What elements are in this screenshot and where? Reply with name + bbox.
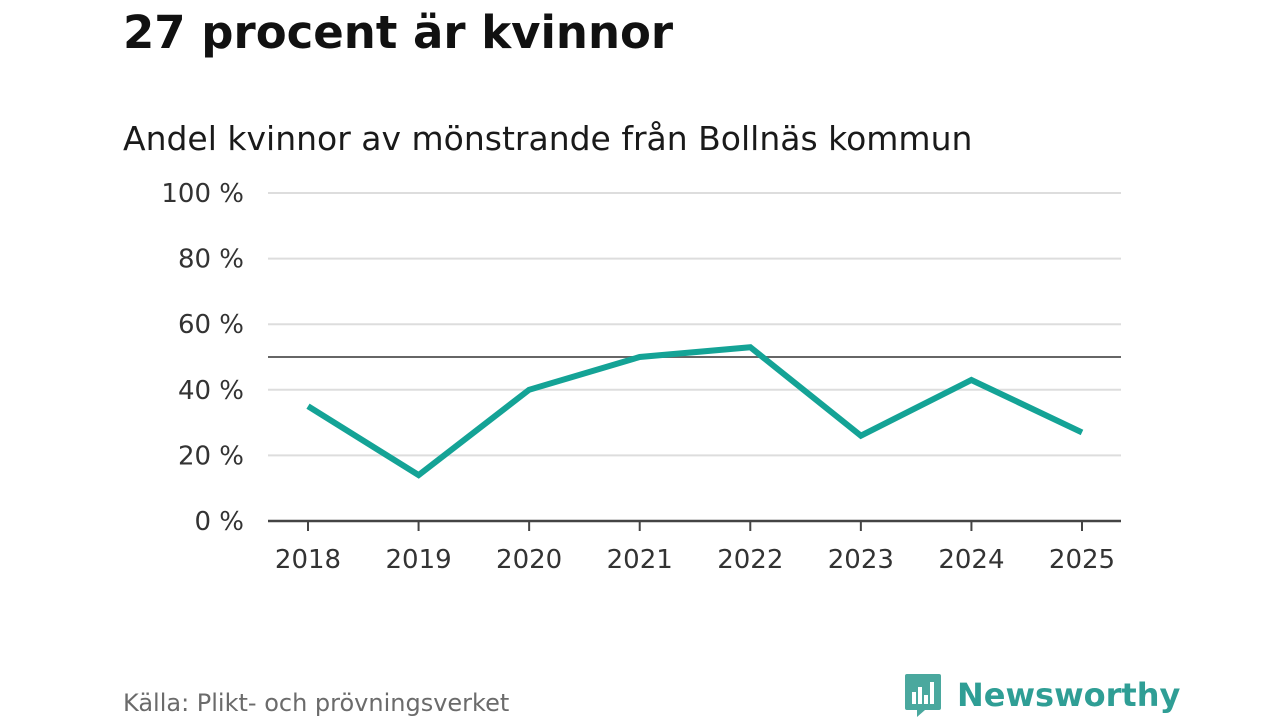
x-tick-label-2019: 2019 (385, 545, 451, 575)
series-group (306, 344, 1084, 479)
grid-lines (268, 192, 1121, 457)
x-tick-label-2020: 2020 (496, 545, 562, 575)
headline: 27 procent är kvinnor (123, 6, 674, 59)
chart-title: Andel kvinnor av mönstrande från Bollnäs… (123, 119, 973, 158)
y-tick-label-20: 20 % (178, 441, 244, 471)
source-note: Källa: Plikt- och prövningsverket (123, 689, 510, 717)
y-axis-labels: 0 % 20 % 40 % 60 % 80 % 100 % (161, 179, 244, 537)
newsworthy-logo-icon (903, 672, 943, 718)
y-tick-label-0: 0 % (194, 507, 244, 537)
x-tick-label-2022: 2022 (717, 545, 783, 575)
x-tick-label-2025: 2025 (1049, 545, 1115, 575)
y-tick-label-60: 60 % (178, 310, 244, 340)
series-line-0 (306, 344, 1084, 479)
y-tick-label-40: 40 % (178, 376, 244, 406)
x-axis-labels: 2018 2019 2020 2021 2022 2023 2024 2025 (275, 545, 1115, 575)
y-tick-label-80: 80 % (178, 245, 244, 275)
x-tick-label-2023: 2023 (828, 545, 894, 575)
x-tick-label-2021: 2021 (607, 545, 673, 575)
x-tick-label-2024: 2024 (938, 545, 1004, 575)
y-tick-label-100: 100 % (161, 179, 244, 209)
x-axis (268, 519, 1121, 531)
x-tick-label-2018: 2018 (275, 545, 341, 575)
brand-name: Newsworthy (957, 676, 1181, 714)
brand-logo: Newsworthy (903, 670, 1180, 720)
